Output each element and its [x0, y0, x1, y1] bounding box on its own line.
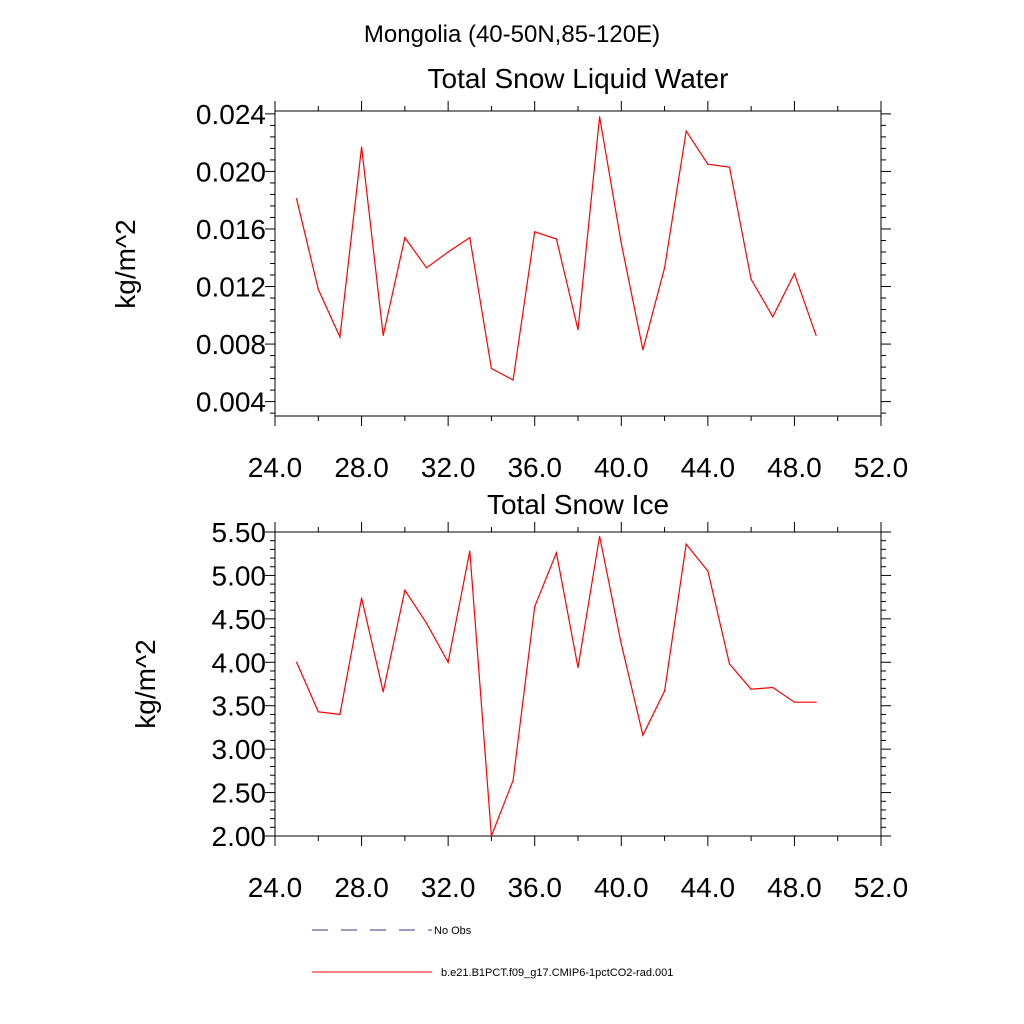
y-tick-label: 5.00 [212, 560, 267, 591]
chart-panel-snow-liquid-water: Total Snow Liquid Water kg/m^2 24.0 28.0 32.… [110, 63, 908, 483]
chart-title: Total Snow Ice [487, 489, 669, 520]
data-point [360, 597, 363, 599]
page-title: Mongolia (40-50N,85-120E) [364, 21, 660, 48]
legend: No Obs b.e21.B1PCT.f09_g17.CMIP6-1pctCO2… [312, 925, 673, 979]
y-tick-label: 0.016 [196, 214, 266, 245]
data-point [793, 272, 796, 275]
y-tick-label: 0.020 [196, 156, 266, 187]
data-point [642, 734, 644, 736]
data-point [620, 643, 622, 645]
x-tick-label: 24.0 [248, 452, 303, 483]
data-point [793, 701, 796, 703]
data-point [382, 691, 384, 693]
x-tick-label: 32.0 [421, 452, 476, 483]
data-point [339, 336, 341, 338]
data-point [663, 690, 666, 692]
data-point [317, 711, 319, 713]
data-point [447, 661, 449, 663]
data-point [404, 237, 406, 239]
x-tick-label: 52.0 [854, 452, 909, 483]
data-point [447, 251, 449, 253]
data-point [534, 231, 536, 233]
data-point [815, 334, 817, 337]
y-tick-label: 3.00 [212, 734, 267, 765]
data-point [555, 552, 557, 554]
data-point [512, 779, 514, 782]
data-point [360, 146, 363, 148]
plot-frame [274, 110, 882, 417]
data-point [599, 535, 601, 537]
x-tick-label: 24.0 [248, 872, 303, 903]
y-tick-label: 5.50 [212, 517, 267, 548]
x-tick-label: 36.0 [507, 872, 562, 903]
chart-panel-snow-ice: Total Snow Ice kg/m^2 24.0 28.0 32.0 36.0 40.0… [130, 489, 908, 903]
data-point [750, 688, 752, 690]
data-point [685, 543, 687, 545]
x-tick-label: 28.0 [334, 452, 389, 483]
data-point [425, 267, 428, 269]
data-point [404, 589, 406, 591]
x-tick-label: 44.0 [681, 452, 736, 483]
data-point [577, 329, 579, 331]
y-tick-label: 2.00 [212, 821, 267, 852]
data-point [599, 116, 601, 118]
data-point [534, 606, 536, 608]
data-point [728, 166, 731, 168]
y-tick-label: 0.008 [196, 329, 266, 360]
data-point [469, 550, 471, 552]
data-point [425, 622, 428, 624]
data-point [620, 242, 622, 244]
y-tick-label: 4.50 [212, 604, 267, 635]
chart-title: Total Snow Liquid Water [428, 63, 729, 94]
x-tick-label: 32.0 [421, 872, 476, 903]
data-point [707, 163, 709, 165]
data-point [296, 661, 298, 663]
data-point [490, 835, 493, 837]
data-point [772, 316, 774, 318]
y-tick-label: 2.50 [212, 778, 267, 809]
data-point [382, 334, 384, 337]
x-tick-label: 44.0 [681, 872, 736, 903]
x-tick-label: 48.0 [767, 452, 822, 483]
data-point [469, 237, 471, 239]
y-tick-label: 3.50 [212, 691, 267, 722]
data-point [296, 198, 298, 200]
data-point [490, 367, 493, 370]
data-point [750, 278, 752, 280]
x-tick-label: 40.0 [594, 452, 649, 483]
y-axis-label: kg/m^2 [110, 219, 141, 308]
data-point [577, 666, 579, 669]
y-tick-label: 0.004 [196, 387, 266, 418]
data-point [642, 349, 644, 351]
x-tick-label: 36.0 [507, 452, 562, 483]
plot-frame [274, 531, 882, 837]
data-point [317, 288, 319, 290]
y-tick-label: 0.012 [196, 272, 266, 303]
legend-label-model-run: b.e21.B1PCT.f09_g17.CMIP6-1pctCO2-rad.00… [441, 967, 673, 979]
data-point [707, 570, 709, 572]
data-point [685, 130, 687, 132]
data-point [728, 663, 731, 665]
series-line [296, 116, 817, 381]
series-line [296, 536, 817, 837]
data-point [772, 686, 774, 689]
x-tick-label: 28.0 [334, 872, 389, 903]
data-point [339, 713, 341, 716]
data-point [663, 267, 666, 269]
data-point [555, 238, 557, 240]
y-tick-label: 0.024 [196, 99, 266, 130]
x-tick-label: 48.0 [767, 872, 822, 903]
y-tick-label: 4.00 [212, 647, 267, 678]
x-tick-label: 40.0 [594, 872, 649, 903]
data-point [512, 379, 514, 381]
x-tick-label: 52.0 [854, 872, 909, 903]
data-point [815, 701, 817, 703]
legend-label-no-obs: No Obs [434, 925, 472, 937]
y-axis-label: kg/m^2 [130, 639, 161, 728]
